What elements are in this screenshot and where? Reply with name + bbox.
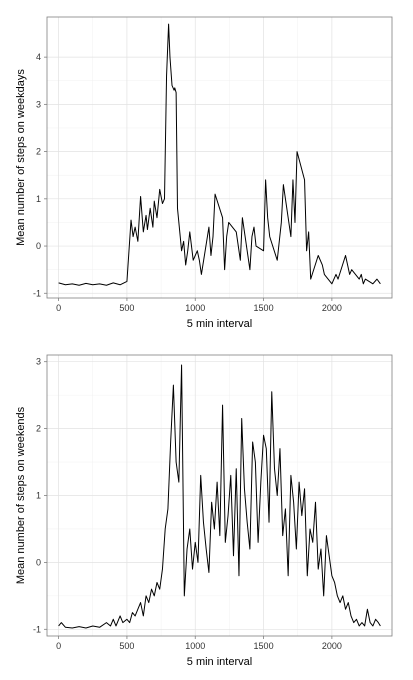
weekday-x-tick-label: 1500: [254, 303, 274, 313]
weekday-y-tick-label: 2: [36, 147, 41, 157]
weekday-x-axis-title: 5 min interval: [187, 318, 252, 330]
weekend-y-tick-label: 1: [36, 491, 41, 501]
weekday-y-tick-label: 1: [36, 194, 41, 204]
weekend-steps-line: [58, 364, 381, 629]
weekend-x-tick-label: 2000: [322, 641, 342, 651]
weekday-y-tick-label: 3: [36, 99, 41, 109]
weekend-y-tick-label: -1: [33, 624, 41, 634]
weekend-x-tick-label: 1500: [254, 641, 274, 651]
weekend-x-tick-label: 0: [56, 641, 61, 651]
weekend-y-tick-label: 3: [36, 357, 41, 367]
weekend-x-tick-label: 500: [119, 641, 134, 651]
weekday-panel-border: [46, 16, 393, 299]
weekday-y-tick-label: -1: [33, 288, 41, 298]
weekday-x-tick-label: 2000: [322, 303, 342, 313]
weekday-x-tick-label: 500: [119, 303, 134, 313]
weekend-steps-panel: 0 500 1000 1500 2000 -1 0 1 2 3 5 min interval Mean…: [15, 354, 393, 668]
weekend-y-tick-label: 2: [36, 424, 41, 434]
weekend-y-axis-title: Mean number of steps on weekends: [15, 406, 27, 584]
weekday-y-tick-label: 0: [36, 241, 41, 251]
weekday-x-tick-label: 1000: [185, 303, 205, 313]
weekend-y-tick-label: 0: [36, 557, 41, 567]
weekday-y-axis-title: Mean number of steps on weekdays: [15, 69, 27, 246]
weekend-x-tick-label: 1000: [185, 641, 205, 651]
weekday-y-tick-label: 4: [36, 52, 41, 62]
weekday-x-tick-label: 0: [56, 303, 61, 313]
weekend-x-axis-title: 5 min interval: [187, 656, 252, 668]
weekday-steps-line: [58, 23, 381, 286]
weekday-steps-panel: 0 500 1000 1500 2000 -1 0 1 2 3 4 5 min interval Mea…: [15, 16, 393, 330]
